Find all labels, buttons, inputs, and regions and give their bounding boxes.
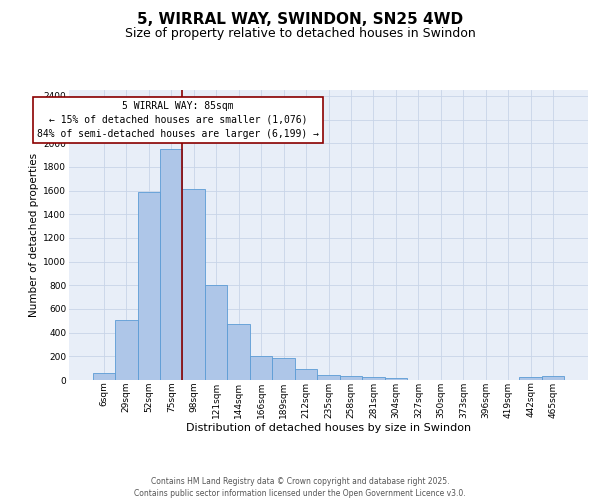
- Bar: [227, 324, 250, 380]
- X-axis label: Distribution of detached houses by size in Swindon: Distribution of detached houses by size …: [186, 424, 471, 434]
- Bar: [272, 358, 295, 380]
- Bar: [317, 375, 340, 380]
- Text: Contains HM Land Registry data © Crown copyright and database right 2025.
Contai: Contains HM Land Registry data © Crown c…: [134, 476, 466, 498]
- Bar: [205, 286, 227, 380]
- Bar: [362, 378, 385, 380]
- Bar: [250, 356, 272, 380]
- Bar: [137, 192, 160, 380]
- Bar: [340, 376, 362, 380]
- Bar: [542, 376, 565, 380]
- Bar: [92, 374, 115, 380]
- Y-axis label: Number of detached properties: Number of detached properties: [29, 153, 39, 317]
- Text: 5, WIRRAL WAY, SWINDON, SN25 4WD: 5, WIRRAL WAY, SWINDON, SN25 4WD: [137, 12, 463, 28]
- Text: 5 WIRRAL WAY: 85sqm
← 15% of detached houses are smaller (1,076)
84% of semi-det: 5 WIRRAL WAY: 85sqm ← 15% of detached ho…: [37, 100, 319, 138]
- Bar: [385, 378, 407, 380]
- Text: Size of property relative to detached houses in Swindon: Size of property relative to detached ho…: [125, 28, 475, 40]
- Bar: [295, 370, 317, 380]
- Bar: [520, 377, 542, 380]
- Bar: [182, 190, 205, 380]
- Bar: [160, 149, 182, 380]
- Bar: [115, 320, 137, 380]
